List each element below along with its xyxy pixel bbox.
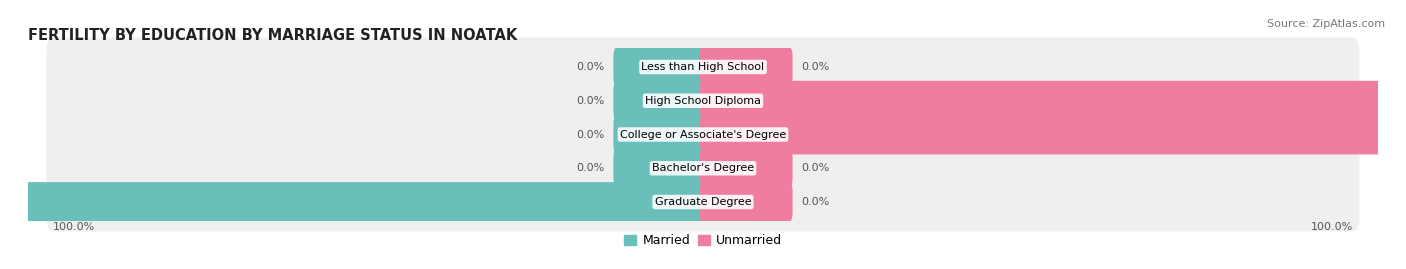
FancyBboxPatch shape — [46, 38, 1360, 96]
Text: 100.0%: 100.0% — [52, 222, 96, 232]
Text: 0.0%: 0.0% — [576, 129, 605, 140]
Text: 0.0%: 0.0% — [576, 163, 605, 173]
Text: Graduate Degree: Graduate Degree — [655, 197, 751, 207]
Text: Less than High School: Less than High School — [641, 62, 765, 72]
Text: 0.0%: 0.0% — [576, 96, 605, 106]
FancyBboxPatch shape — [613, 148, 707, 188]
FancyBboxPatch shape — [613, 115, 707, 154]
FancyBboxPatch shape — [46, 105, 1360, 164]
FancyBboxPatch shape — [699, 148, 793, 188]
FancyBboxPatch shape — [46, 71, 1360, 130]
FancyBboxPatch shape — [613, 81, 707, 121]
Text: 0.0%: 0.0% — [801, 197, 830, 207]
FancyBboxPatch shape — [46, 173, 1360, 231]
FancyBboxPatch shape — [613, 47, 707, 87]
Text: 100.0%: 100.0% — [1310, 222, 1354, 232]
Text: 0.0%: 0.0% — [801, 163, 830, 173]
Text: FERTILITY BY EDUCATION BY MARRIAGE STATUS IN NOATAK: FERTILITY BY EDUCATION BY MARRIAGE STATU… — [28, 28, 517, 43]
Text: 0.0%: 0.0% — [801, 62, 830, 72]
FancyBboxPatch shape — [699, 115, 1406, 154]
Text: High School Diploma: High School Diploma — [645, 96, 761, 106]
Text: 0.0%: 0.0% — [576, 62, 605, 72]
FancyBboxPatch shape — [699, 47, 793, 87]
FancyBboxPatch shape — [0, 182, 707, 222]
Text: Bachelor's Degree: Bachelor's Degree — [652, 163, 754, 173]
Text: Source: ZipAtlas.com: Source: ZipAtlas.com — [1267, 19, 1385, 29]
FancyBboxPatch shape — [699, 81, 1406, 121]
FancyBboxPatch shape — [46, 139, 1360, 198]
FancyBboxPatch shape — [699, 182, 793, 222]
Legend: Married, Unmarried: Married, Unmarried — [619, 229, 787, 252]
Text: College or Associate's Degree: College or Associate's Degree — [620, 129, 786, 140]
